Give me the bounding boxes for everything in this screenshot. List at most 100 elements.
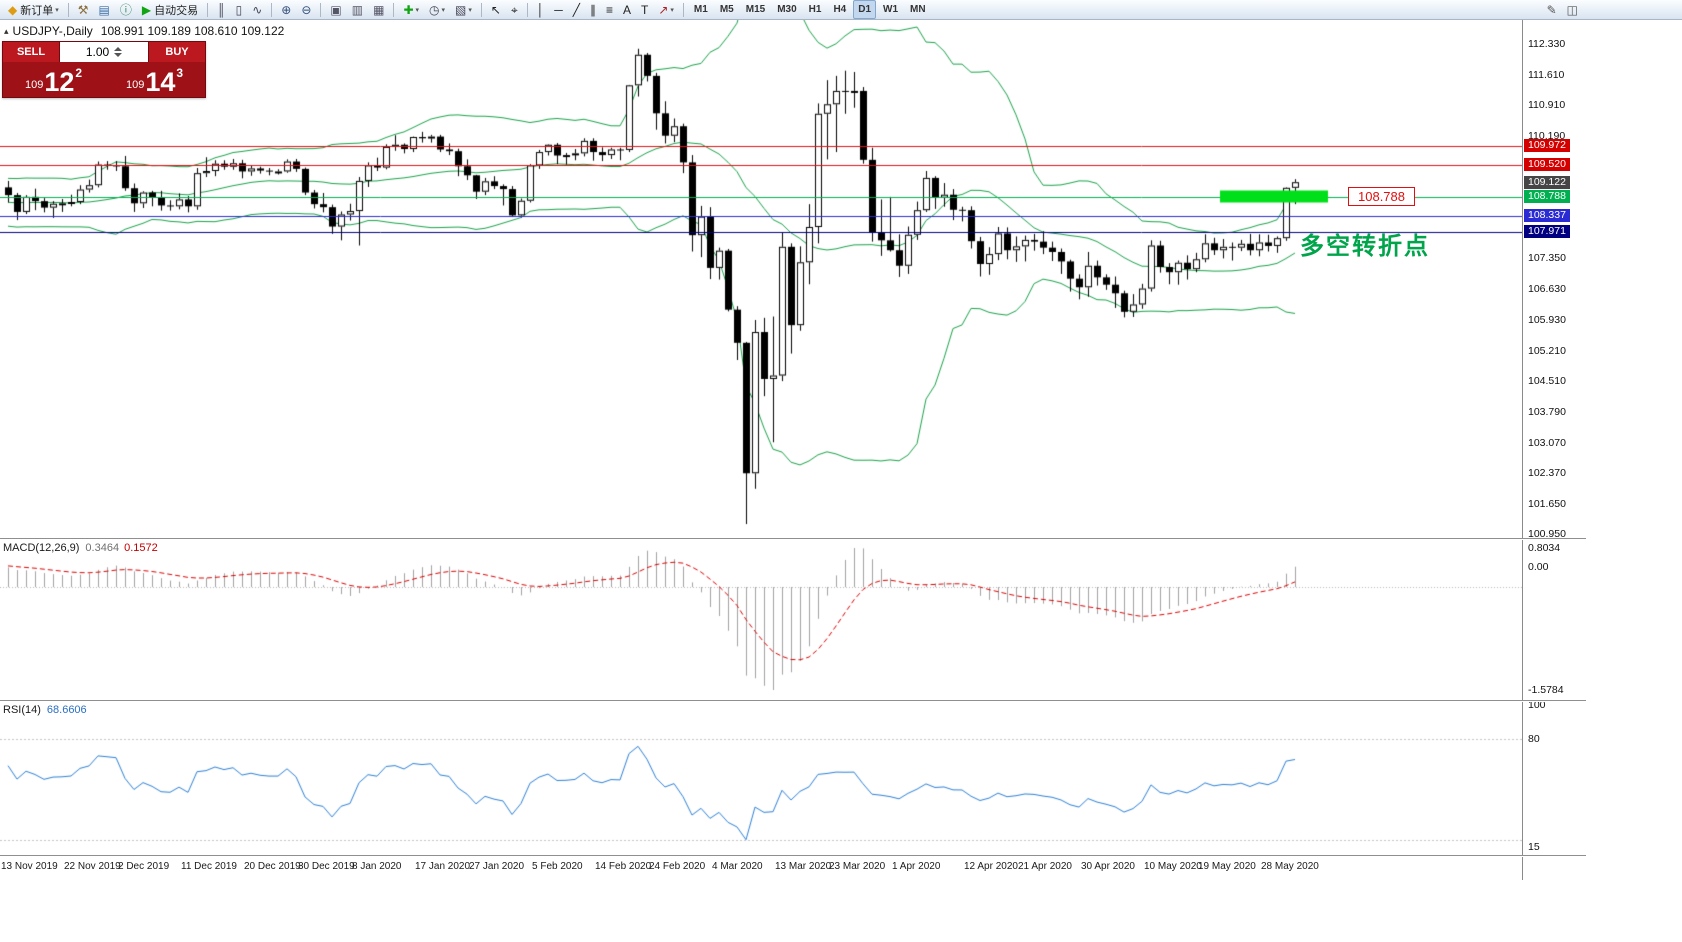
volume-spinner[interactable] <box>114 46 123 58</box>
vertical-line-button[interactable]: │ <box>533 0 549 19</box>
autotrading-button[interactable]: ▶ 自动交易 <box>138 0 202 19</box>
arrow-object-icon: ↗ <box>658 2 669 17</box>
price-axis-label: 103.070 <box>1528 436 1566 449</box>
timeframe-d1-button[interactable]: D1 <box>853 0 877 19</box>
timeframe-w1-button[interactable]: W1 <box>883 4 899 15</box>
label-button[interactable]: T <box>637 0 652 19</box>
macd-panel-canvas[interactable] <box>0 539 1522 699</box>
volume-value[interactable]: 1.00 <box>85 45 110 59</box>
arrange-windows-button[interactable]: ▦ <box>369 0 388 19</box>
zoom-in-button[interactable]: ⊕ <box>277 0 295 19</box>
time-axis[interactable]: 13 Nov 2019 22 Nov 2019 2 Dec 2019 11 Dec 2… <box>0 856 1522 880</box>
tile-windows-button[interactable]: ▣ <box>326 0 345 19</box>
rsi-panel-separator[interactable] <box>0 700 1586 701</box>
time-axis-label: 27 Jan 2020 <box>469 861 525 872</box>
horizontal-line-button[interactable]: ─ <box>550 0 567 19</box>
timeframe-m1-button[interactable]: M1 <box>693 4 708 15</box>
timeframe-m5-button[interactable]: M5 <box>719 4 734 15</box>
timeframe-mn-button[interactable]: MN <box>910 4 926 15</box>
price-axis-badge: 109.972 <box>1524 139 1570 153</box>
data-window-button[interactable]: ⓘ <box>116 0 136 19</box>
time-axis-label: 30 Dec 2019 <box>298 861 355 872</box>
snapshot-button[interactable]: ◫ <box>1563 0 1582 19</box>
tools-button[interactable]: ⚒ <box>74 0 93 19</box>
macd-main-value: 0.3464 <box>85 542 120 554</box>
price-axis-label: 110.910 <box>1528 99 1566 112</box>
volume-up-icon[interactable] <box>114 47 123 51</box>
price-axis-badge: 107.971 <box>1524 225 1570 239</box>
toolbar-separator <box>67 2 69 17</box>
timeframe-m30-button[interactable]: M30 <box>777 4 797 15</box>
channel-icon: ∥ <box>589 2 596 17</box>
text-button[interactable]: A <box>619 0 635 19</box>
indicators-button[interactable]: ✚ ▾ <box>399 0 423 19</box>
toolbar-right-buttons: ✎ ◫ <box>1542 0 1583 19</box>
trendline-button[interactable]: ╱ <box>569 0 584 19</box>
cursor-button[interactable]: ↖ <box>487 0 505 19</box>
templates-button[interactable]: ▧ ▾ <box>451 0 476 19</box>
periods-button[interactable]: ◷ ▾ <box>425 0 449 19</box>
macd-signal-value: 0.1572 <box>124 542 158 554</box>
crosshair-icon: ⌖ <box>510 2 518 17</box>
time-axis-label: 30 Apr 2020 <box>1081 861 1135 872</box>
one-click-trading-panel: SELL 1.00 BUY 109 12 2 109 14 3 <box>2 41 206 98</box>
rsi-panel-canvas[interactable] <box>0 701 1522 854</box>
macd-indicator-label: MACD(12,26,9) 0.3464 0.1572 <box>3 542 158 554</box>
fibonacci-button[interactable]: ≡ <box>602 0 617 19</box>
crosshair-button[interactable]: ⌖ <box>507 0 522 19</box>
autotrading-play-icon: ▶ <box>141 2 152 17</box>
sell-price[interactable]: 109 12 2 <box>3 62 104 97</box>
sell-button[interactable]: SELL <box>3 42 60 62</box>
rsi-axis-level-label: 80 <box>1528 733 1540 745</box>
market-watch-button[interactable]: ▤ <box>95 0 114 19</box>
ohlc-values-label: 108.991 109.189 108.610 109.122 <box>100 24 285 38</box>
price-axis-label: 105.210 <box>1528 344 1566 357</box>
timeframe-m15-button[interactable]: M15 <box>745 4 766 15</box>
chevron-down-icon: ▾ <box>441 6 446 14</box>
bar-chart-button[interactable]: ║ <box>213 0 230 19</box>
buy-button[interactable]: BUY <box>148 42 205 62</box>
price-axis-label: 100.950 <box>1528 527 1566 540</box>
volume-down-icon[interactable] <box>114 53 123 57</box>
time-axis-label: 22 Nov 2019 <box>64 861 121 872</box>
arrows-button[interactable]: ↗ ▾ <box>654 0 678 19</box>
buy-price-prefix: 109 <box>125 79 145 91</box>
timeframe-h4-button[interactable]: H4 <box>833 4 847 15</box>
time-axis-label: 28 May 2020 <box>1261 861 1319 872</box>
clock-icon: ◷ <box>429 2 440 17</box>
template-icon: ▧ <box>455 2 467 17</box>
sell-price-pips: 12 <box>44 67 75 97</box>
volume-field[interactable]: 1.00 <box>60 42 148 62</box>
price-chart-canvas[interactable] <box>0 20 1522 538</box>
time-axis-label: 4 Mar 2020 <box>712 861 763 872</box>
time-axis-label: 10 May 2020 <box>1144 861 1202 872</box>
price-axis-label: 102.370 <box>1528 466 1566 479</box>
price-axis[interactable]: 0.8034 0.00 -1.5784 100 80 15 112.330 111… <box>1522 20 1586 880</box>
candlestick-chart-button[interactable]: ▯ <box>232 0 247 19</box>
toolbar-separator <box>393 2 395 17</box>
price-axis-badge: 108.788 <box>1524 190 1570 203</box>
zoom-out-icon: ⊖ <box>301 2 312 17</box>
line-chart-icon: ∿ <box>252 2 263 17</box>
macd-panel-separator[interactable] <box>0 538 1586 539</box>
timeframe-h1-button[interactable]: H1 <box>808 4 822 15</box>
chevron-down-icon: ▾ <box>415 6 420 14</box>
price-axis-badge: 109.122 <box>1524 175 1570 189</box>
time-axis-label: 11 Dec 2019 <box>181 861 237 872</box>
price-axis-label: 111.610 <box>1528 69 1565 81</box>
time-axis-label: 12 Apr 2020 <box>964 861 1018 872</box>
tile-windows-icon: ▣ <box>330 2 342 17</box>
hline-price-label[interactable]: 108.788 <box>1348 187 1415 206</box>
toolbar: ◆ 新订单 ▾ ⚒ ▤ ⓘ ▶ 自动交易 ║ ▯ ∿ ⊕ ⊖ ▣ ▥ ▦ ✚ ▾ ◷ ▾ ▧ ▾ ↖ ⌖ │ ─ ╱ ∥ ≡ A T ↗ ▾ M1… <box>0 0 1682 20</box>
cascade-windows-button[interactable]: ▥ <box>348 0 367 19</box>
line-chart-button[interactable]: ∿ <box>248 0 266 19</box>
annotation-text[interactable]: 多空转折点 <box>1300 233 1430 260</box>
zoom-out-button[interactable]: ⊖ <box>297 0 315 19</box>
new-order-button[interactable]: ◆ 新订单 ▾ <box>4 0 63 19</box>
channel-button[interactable]: ∥ <box>586 0 600 19</box>
fibonacci-icon: ≡ <box>605 2 613 17</box>
quick-draw-button[interactable]: ✎ <box>1543 0 1561 19</box>
price-axis-label: 112.330 <box>1528 38 1566 50</box>
buy-price[interactable]: 109 14 3 <box>104 62 205 97</box>
market-watch-icon: ▤ <box>98 2 110 17</box>
